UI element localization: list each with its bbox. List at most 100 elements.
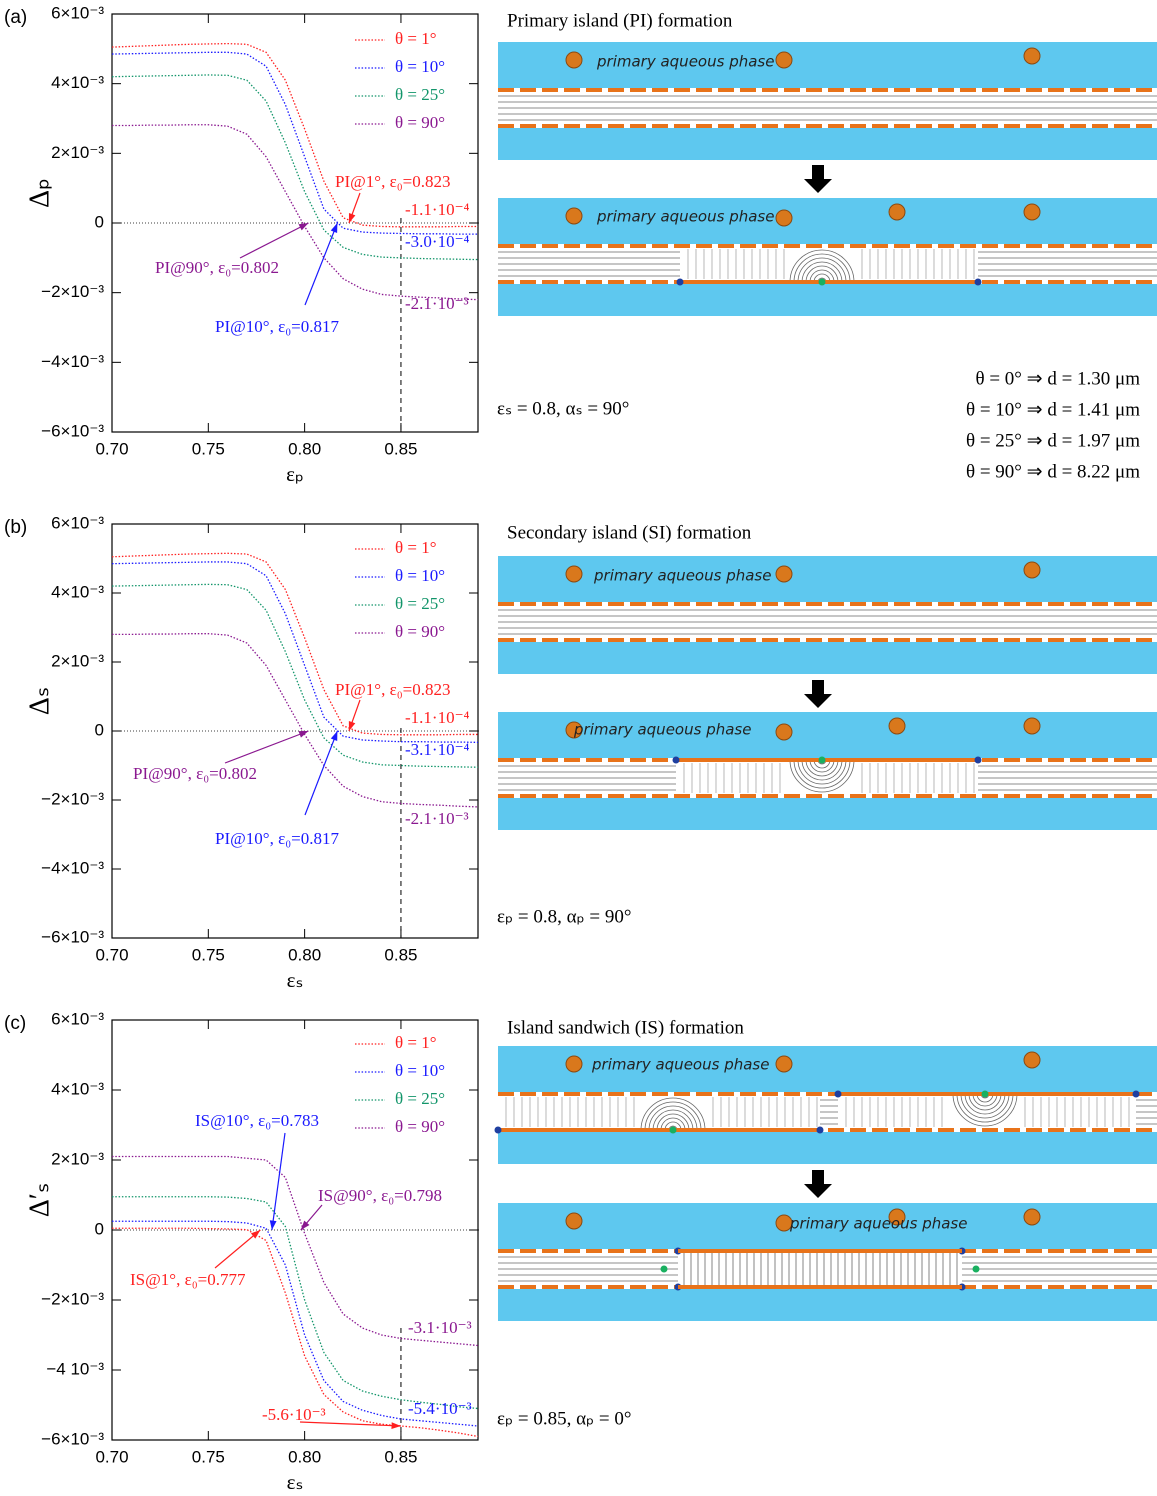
x-axis-label: εₛ <box>287 1470 304 1494</box>
y-tick-label: 0 <box>95 720 104 739</box>
contact-point <box>834 1090 842 1098</box>
x-tick-label: 0.70 <box>95 439 128 458</box>
annotation-arrow <box>304 730 338 816</box>
streamline <box>801 759 843 781</box>
particle <box>565 207 583 225</box>
x-tick-label: 0.75 <box>192 1447 225 1466</box>
arrow-head <box>300 1220 310 1230</box>
y-axis-label: Δ′ₛ <box>24 1183 55 1218</box>
nucleus <box>818 278 826 286</box>
contact-point <box>1132 1090 1140 1098</box>
arrow-head <box>391 1422 401 1430</box>
streamline <box>640 1097 706 1131</box>
phase-label: primary aqueous phase <box>593 567 771 585</box>
arrow-head <box>330 731 338 741</box>
particle <box>775 1055 793 1073</box>
particle <box>888 1208 906 1226</box>
streamline <box>805 759 839 777</box>
note: θ = 25° ⇒ d = 1.97 μm <box>966 430 1140 451</box>
island-region <box>678 1253 962 1285</box>
nucleus <box>660 1265 668 1273</box>
streamline <box>652 1109 694 1131</box>
aqueous-phase <box>498 712 1157 758</box>
series-line <box>111 583 479 768</box>
streamline <box>797 759 847 785</box>
nucleus <box>818 756 826 764</box>
aqueous-phase <box>498 1289 1157 1321</box>
aqueous-phase <box>498 556 1157 602</box>
diagram-title: Island sandwich (IS) formation <box>507 1017 744 1038</box>
x-tick-label: 0.80 <box>288 439 321 458</box>
streamline <box>648 1105 698 1131</box>
nucleus <box>972 1265 980 1273</box>
streamline <box>660 1117 686 1131</box>
annotation: PI@90°, ε₀=0.802 <box>133 764 257 783</box>
parameters: εₛ = 0.8, αₛ = 90° <box>497 398 629 419</box>
island-region <box>680 248 978 280</box>
annotation: PI@10°, ε₀=0.817 <box>215 317 339 336</box>
y-tick-label: 2×10⁻³ <box>51 651 104 670</box>
aqueous-phase <box>498 284 1157 316</box>
annotation-arrow <box>214 1229 261 1269</box>
contact-point <box>672 756 680 764</box>
series-line <box>111 561 479 744</box>
particle <box>775 1214 793 1232</box>
y-tick-label: 2×10⁻³ <box>51 143 104 162</box>
arrow-head <box>298 223 309 231</box>
diagram-title: Secondary island (SI) formation <box>507 522 752 543</box>
streamline <box>960 1093 1010 1119</box>
aqueous-phase <box>498 42 1157 88</box>
legend-label: θ = 1° <box>395 29 437 48</box>
legend-label: θ = 90° <box>395 113 445 132</box>
x-tick-label: 0.75 <box>192 439 225 458</box>
annotation: IS@90°, ε₀=0.798 <box>318 1186 442 1205</box>
legend-label: θ = 10° <box>395 1061 445 1080</box>
y-axis-label: Δₛ <box>24 687 55 715</box>
streamline <box>789 249 855 283</box>
annotation: -2.1·10⁻³ <box>405 809 469 828</box>
streamline <box>805 265 839 283</box>
arrow-head <box>250 1230 261 1239</box>
x-tick-label: 0.85 <box>384 439 417 458</box>
series-line <box>111 552 478 736</box>
arrow-head <box>298 731 309 738</box>
particle <box>565 1212 583 1230</box>
annotation: -3.1·10⁻³ <box>408 1318 472 1337</box>
legend-label: θ = 10° <box>395 566 445 585</box>
particle <box>1023 1208 1041 1226</box>
streamline <box>797 257 847 283</box>
phase-label: primary aqueous phase <box>789 1215 967 1233</box>
particle <box>775 51 793 69</box>
legend-label: θ = 25° <box>395 85 445 104</box>
y-tick-label: −6×10⁻³ <box>41 1429 104 1448</box>
particle <box>775 209 793 227</box>
annotation: PI@10°, ε₀=0.817 <box>215 829 339 848</box>
y-tick-label: 6×10⁻³ <box>51 3 104 22</box>
contact-point <box>974 278 982 286</box>
x-tick-label: 0.75 <box>192 945 225 964</box>
nucleus <box>981 1090 989 1098</box>
series-line <box>111 42 478 228</box>
particle <box>888 203 906 221</box>
aqueous-phase <box>498 198 1157 244</box>
annotation: PI@90°, ε₀=0.802 <box>155 258 279 277</box>
particle <box>1023 203 1041 221</box>
annotation: -3.0·10⁻⁴ <box>405 232 470 251</box>
aqueous-phase <box>498 642 1157 674</box>
panel-label: (b) <box>4 517 27 538</box>
annotation-arrow <box>271 1132 286 1231</box>
annotation-arrow <box>224 730 309 764</box>
legend-label: θ = 90° <box>395 1117 445 1136</box>
aqueous-phase <box>498 1132 1157 1164</box>
legend-label: θ = 10° <box>395 57 445 76</box>
particle <box>775 565 793 583</box>
streamline <box>972 1093 998 1107</box>
phase-label: primary aqueous phase <box>591 1056 769 1074</box>
note: θ = 0° ⇒ d = 1.30 μm <box>975 368 1140 389</box>
phase-label: primary aqueous phase <box>596 53 774 71</box>
particle <box>1023 1051 1041 1069</box>
island-region <box>838 1096 1136 1128</box>
streamline <box>801 261 843 283</box>
y-tick-label: 4×10⁻³ <box>51 1079 104 1098</box>
annotation: -1.1·10⁻⁴ <box>405 200 470 219</box>
